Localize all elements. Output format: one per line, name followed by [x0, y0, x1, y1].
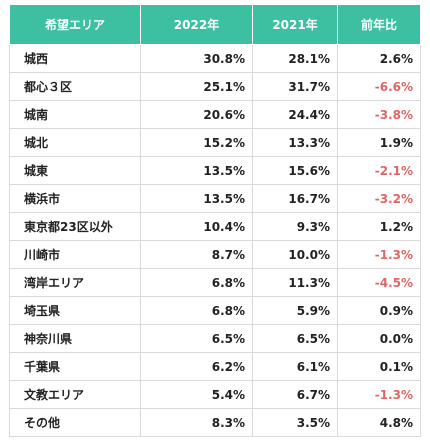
- table-body: 城西 30.8% 28.1% 2.6% 都心３区 25.1% 31.7% -6.6% 城南 20.…: [9, 44, 421, 437]
- cell-yoy: -1.3%: [337, 380, 421, 409]
- cell-2022: 15.2%: [140, 128, 253, 157]
- header-row: 希望エリア 2022年 2021年 前年比: [9, 5, 421, 45]
- cell-2022: 6.2%: [140, 352, 253, 381]
- cell-2021: 28.1%: [252, 44, 338, 73]
- cell-yoy: 2.6%: [337, 44, 421, 73]
- cell-2022: 13.5%: [140, 156, 253, 185]
- cell-yoy: 0.9%: [337, 296, 421, 325]
- cell-area: 埼玉県: [9, 296, 141, 325]
- cell-2022: 6.5%: [140, 324, 253, 353]
- table-row: 千葉県 6.2% 6.1% 0.1%: [9, 352, 421, 381]
- cell-2021: 5.9%: [252, 296, 338, 325]
- cell-2021: 6.1%: [252, 352, 338, 381]
- cell-yoy: 4.8%: [337, 408, 421, 437]
- table-row: 城北 15.2% 13.3% 1.9%: [9, 128, 421, 157]
- cell-2022: 25.1%: [140, 72, 253, 101]
- cell-area: 東京都23区以外: [9, 212, 141, 241]
- table-row: 城南 20.6% 24.4% -3.8%: [9, 100, 421, 129]
- cell-2022: 10.4%: [140, 212, 253, 241]
- cell-yoy: -1.3%: [337, 240, 421, 269]
- cell-2021: 13.3%: [252, 128, 338, 157]
- cell-2021: 9.3%: [252, 212, 338, 241]
- cell-yoy: 0.1%: [337, 352, 421, 381]
- cell-yoy: -4.5%: [337, 268, 421, 297]
- cell-2021: 10.0%: [252, 240, 338, 269]
- header-2022: 2022年: [140, 5, 253, 45]
- table-row: 川崎市 8.7% 10.0% -1.3%: [9, 240, 421, 269]
- area-table-container: 希望エリア 2022年 2021年 前年比 城西 30.8% 28.1% 2.6% 都心…: [9, 5, 421, 437]
- cell-yoy: -2.1%: [337, 156, 421, 185]
- table-row: 城西 30.8% 28.1% 2.6%: [9, 44, 421, 73]
- table-row: 都心３区 25.1% 31.7% -6.6%: [9, 72, 421, 101]
- cell-yoy: 1.2%: [337, 212, 421, 241]
- cell-2022: 5.4%: [140, 380, 253, 409]
- cell-yoy: 0.0%: [337, 324, 421, 353]
- cell-2021: 11.3%: [252, 268, 338, 297]
- cell-yoy: 1.9%: [337, 128, 421, 157]
- cell-area: 神奈川県: [9, 324, 141, 353]
- cell-2022: 13.5%: [140, 184, 253, 213]
- cell-2021: 6.5%: [252, 324, 338, 353]
- table-row: 埼玉県 6.8% 5.9% 0.9%: [9, 296, 421, 325]
- table-row: 文教エリア 5.4% 6.7% -1.3%: [9, 380, 421, 409]
- cell-2022: 8.7%: [140, 240, 253, 269]
- cell-area: 横浜市: [9, 184, 141, 213]
- cell-2022: 20.6%: [140, 100, 253, 129]
- cell-2022: 8.3%: [140, 408, 253, 437]
- cell-area: 千葉県: [9, 352, 141, 381]
- table-row: 湾岸エリア 6.8% 11.3% -4.5%: [9, 268, 421, 297]
- cell-area: 城南: [9, 100, 141, 129]
- header-yoy: 前年比: [337, 5, 421, 45]
- cell-area: 城西: [9, 44, 141, 73]
- cell-area: 都心３区: [9, 72, 141, 101]
- cell-area: 湾岸エリア: [9, 268, 141, 297]
- cell-2022: 6.8%: [140, 296, 253, 325]
- table-row: 東京都23区以外 10.4% 9.3% 1.2%: [9, 212, 421, 241]
- cell-2021: 6.7%: [252, 380, 338, 409]
- cell-area: その他: [9, 408, 141, 437]
- cell-2021: 15.6%: [252, 156, 338, 185]
- header-2021: 2021年: [252, 5, 338, 45]
- table-header: 希望エリア 2022年 2021年 前年比: [9, 5, 421, 45]
- cell-2021: 24.4%: [252, 100, 338, 129]
- cell-yoy: -3.8%: [337, 100, 421, 129]
- cell-area: 川崎市: [9, 240, 141, 269]
- cell-2021: 16.7%: [252, 184, 338, 213]
- cell-2021: 31.7%: [252, 72, 338, 101]
- cell-yoy: -3.2%: [337, 184, 421, 213]
- cell-area: 城北: [9, 128, 141, 157]
- cell-2021: 3.5%: [252, 408, 338, 437]
- cell-2022: 6.8%: [140, 268, 253, 297]
- cell-2022: 30.8%: [140, 44, 253, 73]
- header-area: 希望エリア: [9, 5, 141, 45]
- area-preference-table: 希望エリア 2022年 2021年 前年比 城西 30.8% 28.1% 2.6% 都心…: [9, 5, 421, 437]
- cell-area: 城東: [9, 156, 141, 185]
- table-row: 神奈川県 6.5% 6.5% 0.0%: [9, 324, 421, 353]
- table-row: 城東 13.5% 15.6% -2.1%: [9, 156, 421, 185]
- cell-yoy: -6.6%: [337, 72, 421, 101]
- table-row: その他 8.3% 3.5% 4.8%: [9, 408, 421, 437]
- table-row: 横浜市 13.5% 16.7% -3.2%: [9, 184, 421, 213]
- cell-area: 文教エリア: [9, 380, 141, 409]
